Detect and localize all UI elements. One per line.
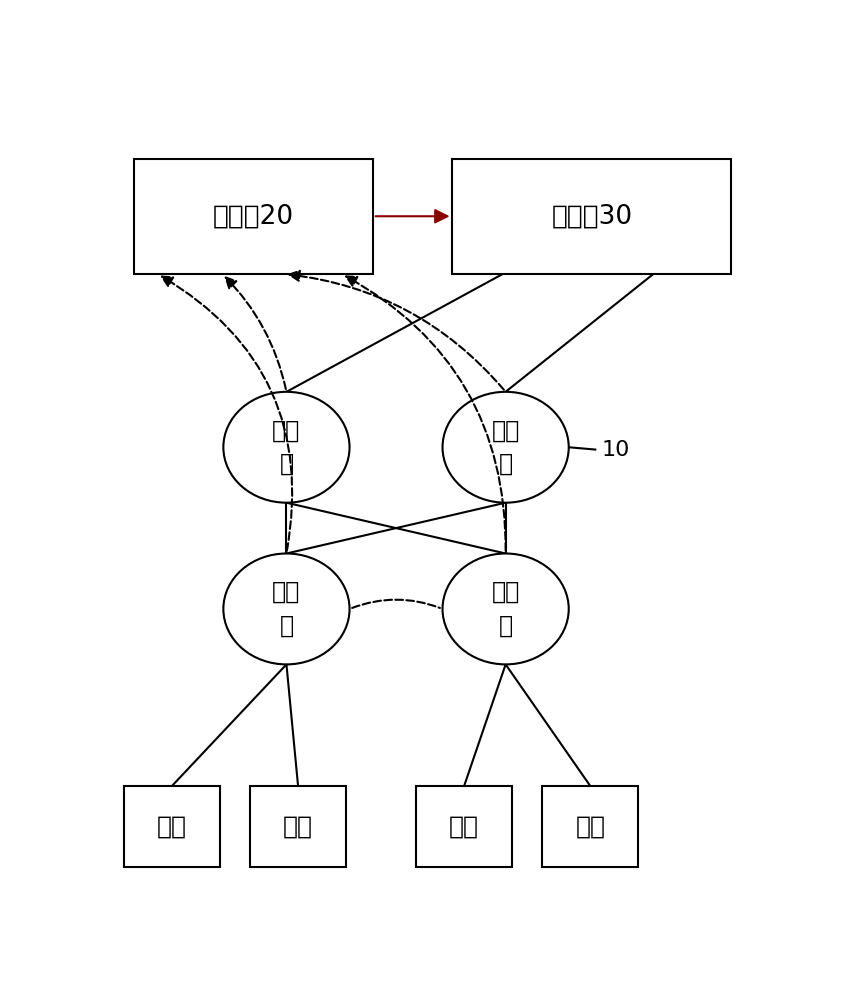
Text: 交换
机: 交换 机 (273, 580, 301, 638)
Ellipse shape (442, 392, 569, 503)
Ellipse shape (224, 554, 350, 664)
Text: 主机: 主机 (449, 814, 479, 838)
FancyBboxPatch shape (134, 158, 373, 274)
Text: 控制器30: 控制器30 (551, 203, 632, 229)
FancyBboxPatch shape (123, 786, 220, 867)
Text: 10: 10 (602, 440, 630, 460)
Text: 采集器20: 采集器20 (213, 203, 294, 229)
FancyBboxPatch shape (542, 786, 638, 867)
Text: 交换
机: 交换 机 (492, 580, 519, 638)
Text: 主机: 主机 (157, 814, 187, 838)
FancyBboxPatch shape (416, 786, 512, 867)
Ellipse shape (442, 554, 569, 664)
FancyBboxPatch shape (452, 158, 732, 274)
Text: 交换
机: 交换 机 (492, 419, 519, 476)
Text: 主机: 主机 (283, 814, 313, 838)
Text: 交换
机: 交换 机 (273, 419, 301, 476)
Text: 主机: 主机 (575, 814, 605, 838)
Ellipse shape (224, 392, 350, 503)
FancyBboxPatch shape (250, 786, 346, 867)
